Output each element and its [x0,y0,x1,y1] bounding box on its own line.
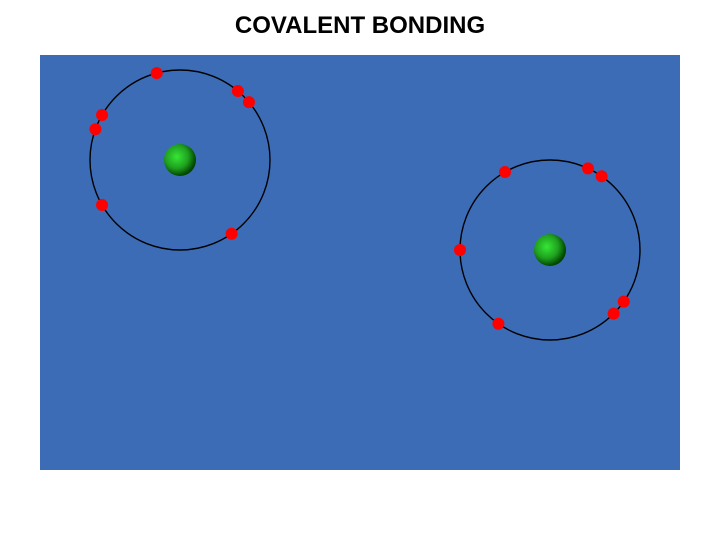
electron [492,318,504,330]
electron [618,296,630,308]
electron [499,166,511,178]
electron [96,109,108,121]
nucleus [534,234,566,266]
page-title: COVALENT BONDING [0,0,720,40]
electron [243,96,255,108]
diagram-svg [40,55,680,470]
electron [226,228,238,240]
electron [596,170,608,182]
electron [454,244,466,256]
nucleus [164,144,196,176]
electron [151,67,163,79]
electron [582,162,594,174]
bonding-diagram [40,55,680,470]
electron [232,85,244,97]
electron [608,308,620,320]
diagram-background [40,55,680,470]
electron [89,123,101,135]
electron [96,199,108,211]
